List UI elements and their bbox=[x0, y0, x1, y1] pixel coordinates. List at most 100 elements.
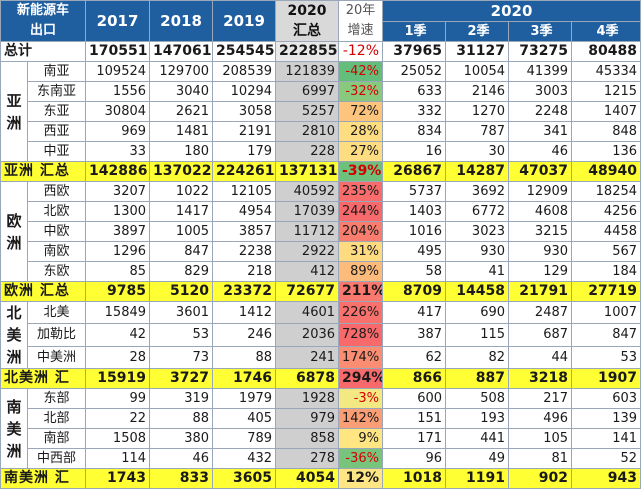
cell-q3: 2487 bbox=[508, 300, 573, 325]
cell-q1: 58 bbox=[382, 261, 447, 282]
cell-v2019: 246 bbox=[212, 323, 277, 347]
cell-q1: 600 bbox=[382, 388, 447, 409]
cell-q1: 1403 bbox=[382, 201, 447, 222]
cell-v2020: 228 bbox=[275, 141, 340, 162]
subtotal-q2: 14458 bbox=[445, 281, 510, 302]
subtotal-q2: 14287 bbox=[445, 161, 510, 182]
header-quarters-2020: 2020 bbox=[382, 0, 641, 22]
cell-v2019: 218 bbox=[212, 261, 277, 282]
subtotal-v2017: 9785 bbox=[85, 281, 151, 302]
cell-q1: 417 bbox=[382, 300, 447, 325]
header-2020-line-1: 2020 bbox=[287, 3, 327, 19]
subtotal-v2018: 3727 bbox=[149, 368, 214, 389]
cell-v2020: 11712 bbox=[275, 221, 340, 242]
cell-q1: 834 bbox=[382, 121, 447, 142]
cell-v2020: 121839 bbox=[275, 61, 340, 82]
cell-growth: 235% bbox=[338, 181, 384, 202]
cell-growth: 204% bbox=[338, 221, 384, 242]
cell-v2017: 33 bbox=[85, 141, 151, 162]
subtotal-v2017: 15919 bbox=[85, 368, 151, 389]
subregion-label: 东欧 bbox=[26, 261, 87, 282]
total-v2019: 254545 bbox=[212, 41, 277, 62]
cell-q1: 16 bbox=[382, 141, 447, 162]
cell-v2019: 4954 bbox=[212, 201, 277, 222]
subtotal-growth: -39% bbox=[338, 161, 384, 182]
table-row: 亚洲南亚 109524 129700 208539 121839 -42% 25052 100… bbox=[0, 61, 641, 162]
subtotal-growth: 294% bbox=[338, 368, 384, 389]
cell-q4: 18254 bbox=[571, 181, 641, 202]
header-q3: 3季 bbox=[508, 21, 573, 42]
cell-q1: 171 bbox=[382, 428, 447, 449]
cell-growth: 226% bbox=[338, 300, 384, 325]
cell-q3: 129 bbox=[508, 261, 573, 282]
subregion-label: 中欧 bbox=[26, 221, 87, 242]
cell-v2017: 3897 bbox=[85, 221, 151, 242]
subregion-label: 南部 bbox=[26, 428, 87, 449]
cell-growth: -3% bbox=[338, 388, 384, 409]
subtotal-v2018: 833 bbox=[149, 468, 214, 489]
cell-v2018: 180 bbox=[149, 141, 214, 162]
header-2020-line-2: 汇总 bbox=[293, 23, 322, 39]
cell-v2019: 88 bbox=[212, 345, 277, 370]
cell-v2018: 3601 bbox=[149, 300, 214, 325]
cell-q3: 217 bbox=[508, 388, 573, 409]
table-row: 北部 22 88 405 979 142% 151 193 496 139 bbox=[1, 408, 641, 429]
cell-v2017: 28 bbox=[85, 345, 151, 370]
table-row: 西亚 969 1481 2191 2810 28% 834 787 341 848 bbox=[1, 121, 641, 142]
subregion-label: 东南亚 bbox=[26, 81, 87, 102]
table-row: 中欧 3897 1005 3857 11712 204% 1016 3023 3215 4458 bbox=[1, 221, 641, 242]
header-2018: 2018 bbox=[149, 0, 214, 42]
cell-growth: 27% bbox=[338, 141, 384, 162]
cell-growth: 142% bbox=[338, 408, 384, 429]
subtotal-label: 北美洲 汇 bbox=[0, 368, 87, 389]
table-row: 南欧 1296 847 2238 2922 31% 495 930 930 567 bbox=[1, 241, 641, 262]
cell-v2017: 3207 bbox=[85, 181, 151, 202]
table-row: 东南亚 1556 3040 10294 6997 -32% 633 2146 3003 1215 bbox=[1, 81, 641, 102]
table-row: 中亚 33 180 179 228 27% 16 30 46 136 bbox=[1, 141, 641, 162]
cell-q4: 136 bbox=[571, 141, 641, 162]
cell-q2: 30 bbox=[445, 141, 510, 162]
cell-q4: 603 bbox=[571, 388, 641, 409]
cell-q4: 4458 bbox=[571, 221, 641, 242]
cell-v2019: 789 bbox=[212, 428, 277, 449]
cell-q4: 53 bbox=[571, 345, 641, 370]
cell-v2019: 2191 bbox=[212, 121, 277, 142]
total-label: 总计 bbox=[0, 41, 87, 62]
cell-v2020: 1928 bbox=[275, 388, 340, 409]
cell-q2: 193 bbox=[445, 408, 510, 429]
subtotal-row: 北美洲 汇 15919 3727 1746 6878 294% 866 887 3218 1907 bbox=[0, 368, 641, 389]
subregion-label: 南欧 bbox=[26, 241, 87, 262]
cell-q3: 46 bbox=[508, 141, 573, 162]
subtotal-v2017: 142886 bbox=[85, 161, 151, 182]
total-row: 总计 170551 147061 254545 222855 -12% 37965 31127… bbox=[0, 41, 641, 62]
header-q2: 2季 bbox=[445, 21, 510, 42]
cell-v2020: 5257 bbox=[275, 101, 340, 122]
cell-q4: 139 bbox=[571, 408, 641, 429]
subtotal-q1: 1018 bbox=[382, 468, 447, 489]
cell-q2: 441 bbox=[445, 428, 510, 449]
title-line-1: 新能源车 bbox=[17, 3, 70, 18]
cell-q3: 2248 bbox=[508, 101, 573, 122]
cell-q2: 3023 bbox=[445, 221, 510, 242]
cell-v2020: 2922 bbox=[275, 241, 340, 262]
region-char: 洲 bbox=[6, 113, 22, 132]
cell-growth: 174% bbox=[338, 345, 384, 370]
subtotal-q1: 8709 bbox=[382, 281, 447, 302]
subtotal-q2: 887 bbox=[445, 368, 510, 389]
cell-q2: 2146 bbox=[445, 81, 510, 102]
cell-v2020: 2036 bbox=[275, 323, 340, 347]
subtotal-v2017: 1743 bbox=[85, 468, 151, 489]
cell-v2020: 4601 bbox=[275, 300, 340, 325]
header-2017: 2017 bbox=[85, 0, 151, 42]
subregion-label: 中亚 bbox=[26, 141, 87, 162]
cell-growth: -32% bbox=[338, 81, 384, 102]
cell-q2: 787 bbox=[445, 121, 510, 142]
cell-q1: 151 bbox=[382, 408, 447, 429]
cell-v2018: 3040 bbox=[149, 81, 214, 102]
subtotal-v2019: 224261 bbox=[212, 161, 277, 182]
cell-v2018: 1417 bbox=[149, 201, 214, 222]
region-char: 洲 bbox=[6, 441, 22, 460]
header-growth: 20年 增速 bbox=[338, 0, 384, 42]
subregion-label: 西欧 bbox=[26, 181, 87, 202]
subregion-label: 中美洲 bbox=[26, 345, 87, 370]
